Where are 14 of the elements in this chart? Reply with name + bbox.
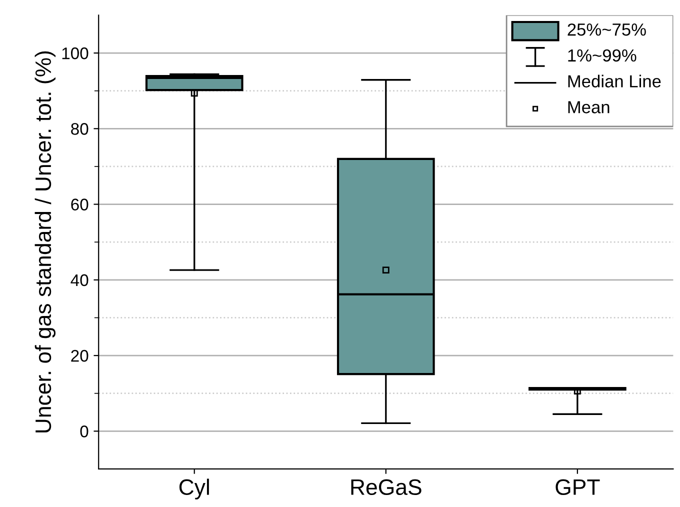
x-tick-label: Cyl bbox=[179, 478, 209, 500]
annotation: Mean bbox=[568, 101, 610, 114]
x-tick-label: GPT bbox=[556, 479, 600, 496]
y-tick-label: 0 bbox=[80, 426, 88, 438]
y-axis-title: Uncer. of gas standard / Uncer. tot. (%) bbox=[34, 51, 56, 432]
annotation: 25%~75% bbox=[568, 23, 646, 36]
y-tick-label: 40 bbox=[70, 274, 88, 286]
y-tick-label: 60 bbox=[71, 198, 88, 210]
x-tick-label: ReGaS bbox=[351, 479, 422, 496]
y-tick-label: 80 bbox=[71, 123, 88, 135]
annotation: Median Line bbox=[568, 74, 661, 88]
y-tick-label: 20 bbox=[71, 350, 88, 362]
y-tick-label: 100 bbox=[62, 47, 88, 60]
annotation: 1%~99% bbox=[568, 49, 636, 62]
